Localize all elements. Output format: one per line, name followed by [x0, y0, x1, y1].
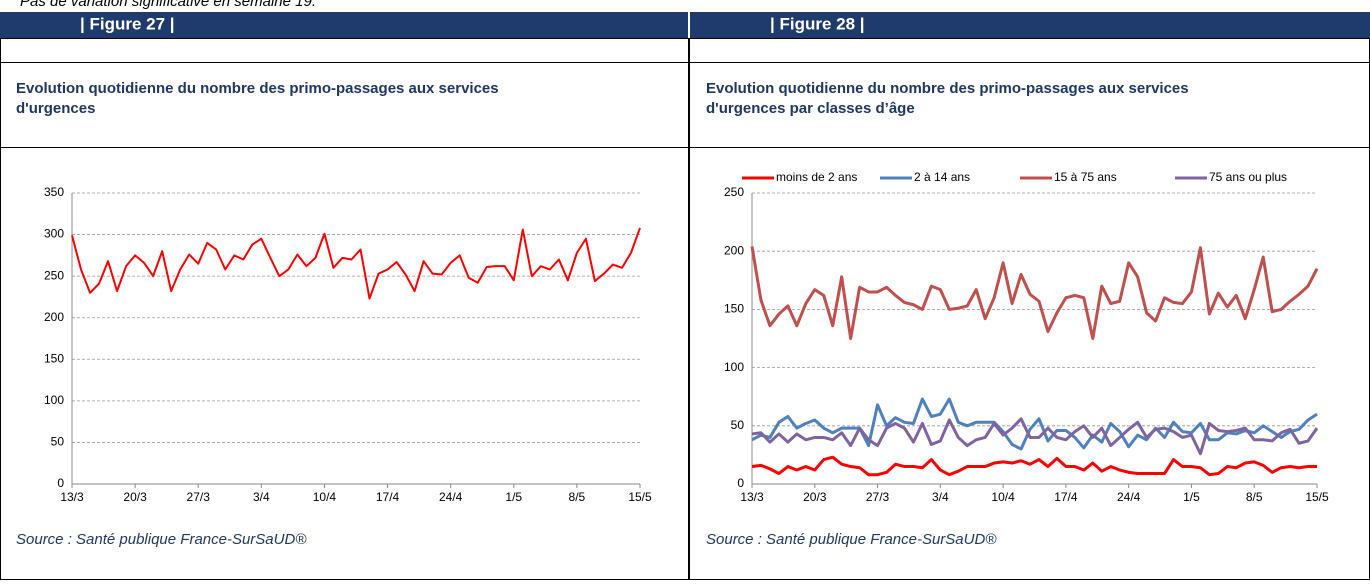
x-tick-label: 8/5: [569, 490, 586, 504]
x-tick-label: 24/4: [439, 490, 463, 504]
figure-bar: [690, 12, 1370, 38]
x-tick-label: 3/4: [932, 490, 949, 504]
figure-label: | Figure 27 |: [80, 14, 175, 33]
y-tick-label: 50: [731, 418, 745, 432]
x-tick-label: 1/5: [1183, 490, 1200, 504]
data-line: [751, 397, 1318, 451]
x-tick-label: 1/5: [505, 490, 522, 504]
x-tick-label: 3/4: [253, 490, 270, 504]
x-tick-label: 27/3: [866, 490, 890, 504]
x-tick-label: 13/3: [60, 490, 84, 504]
legend-label: 15 à 75 ans: [1054, 170, 1117, 184]
data-line: [71, 227, 641, 300]
chart-title: d'urgences: [16, 100, 95, 117]
chart-title: d'urgences par classes d’âge: [706, 100, 915, 117]
y-tick-label: 100: [44, 393, 64, 407]
figure-bar: [0, 12, 688, 38]
y-tick-label: 200: [44, 310, 64, 324]
figure-label: | Figure 28 |: [770, 14, 865, 33]
chart-title: Evolution quotidienne du nombre des prim…: [706, 80, 1189, 97]
x-tick-label: 17/4: [376, 490, 400, 504]
x-tick-label: 20/3: [123, 490, 147, 504]
panel-border: [0, 38, 689, 580]
y-tick-label: 250: [724, 185, 744, 199]
y-tick-label: 150: [724, 302, 744, 316]
y-tick-label: 0: [737, 476, 744, 490]
x-tick-label: 15/5: [1305, 490, 1329, 504]
chart-title: Evolution quotidienne du nombre des prim…: [16, 80, 499, 97]
data-line: [750, 246, 1319, 340]
x-tick-label: 15/5: [628, 490, 652, 504]
y-tick-label: 200: [724, 243, 744, 257]
x-tick-label: 27/3: [187, 490, 211, 504]
y-tick-label: 350: [44, 185, 64, 199]
y-tick-label: 50: [51, 435, 65, 449]
y-tick-label: 100: [724, 360, 744, 374]
x-tick-label: 10/4: [991, 490, 1015, 504]
x-tick-label: 13/3: [740, 490, 764, 504]
data-line: [751, 417, 1319, 456]
legend-label: moins de 2 ans: [776, 170, 857, 184]
x-tick-label: 17/4: [1054, 490, 1078, 504]
x-tick-label: 10/4: [313, 490, 337, 504]
x-tick-label: 8/5: [1246, 490, 1263, 504]
y-tick-label: 0: [57, 476, 64, 490]
source: Source : Santé publique France-SurSaUD®: [706, 531, 997, 548]
y-tick-label: 300: [44, 227, 64, 241]
source: Source : Santé publique France-SurSaUD®: [16, 531, 307, 548]
y-tick-label: 150: [44, 351, 64, 365]
header-text: Pas de variation significative en semain…: [20, 0, 316, 10]
legend-label: 2 à 14 ans: [914, 170, 970, 184]
x-tick-label: 20/3: [803, 490, 827, 504]
x-tick-label: 24/4: [1117, 490, 1141, 504]
legend-label: 75 ans ou plus: [1209, 170, 1287, 184]
y-tick-label: 250: [44, 268, 64, 282]
data-line: [751, 455, 1317, 477]
